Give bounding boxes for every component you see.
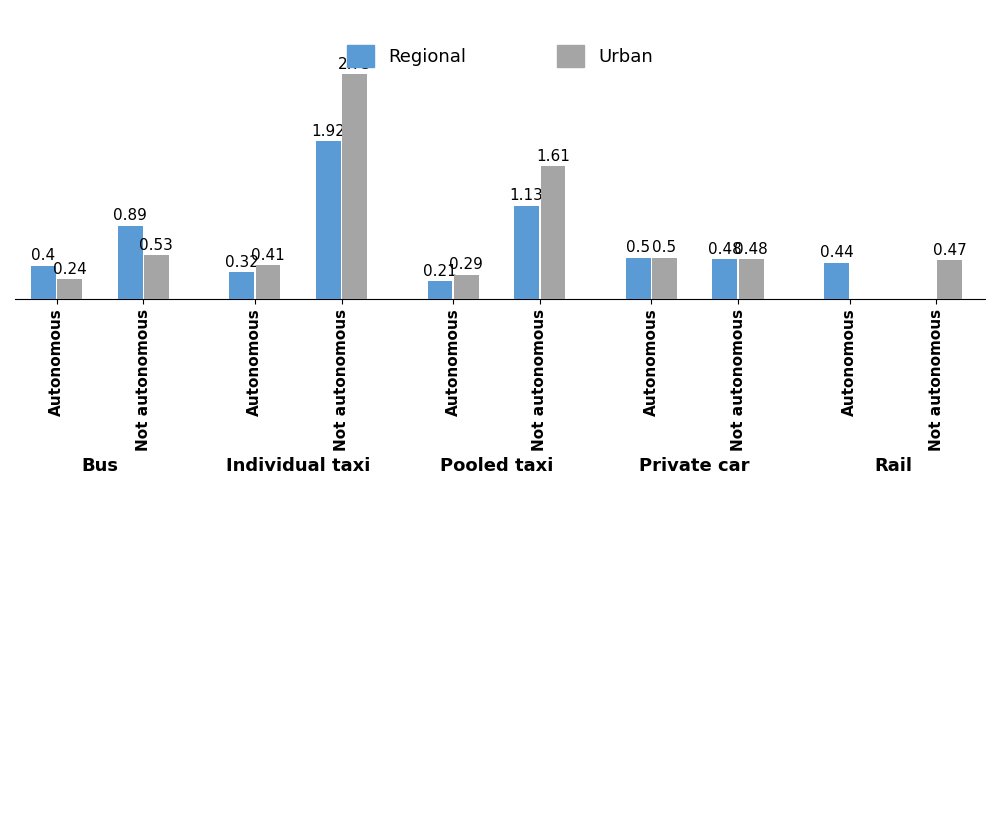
Bar [739, 260, 764, 299]
Text: Rail: Rail [874, 456, 912, 475]
Text: 1.92: 1.92 [311, 124, 345, 138]
Text: 0.44: 0.44 [820, 245, 853, 260]
Text: Bus: Bus [81, 456, 118, 475]
Text: 0.53: 0.53 [139, 238, 173, 253]
Text: 0.89: 0.89 [113, 208, 147, 223]
Legend: Regional, Urban: Regional, Urban [340, 38, 660, 74]
Text: 0.24: 0.24 [53, 261, 87, 277]
Text: 1.61: 1.61 [536, 149, 570, 164]
Text: 0.48: 0.48 [734, 241, 768, 257]
Bar [712, 260, 737, 299]
Text: Pooled taxi: Pooled taxi [440, 456, 553, 475]
Text: 0.47: 0.47 [933, 242, 966, 258]
Text: 1.13: 1.13 [510, 189, 544, 204]
Bar [118, 226, 143, 299]
Bar [229, 273, 254, 299]
Bar [454, 275, 479, 299]
Text: Individual taxi: Individual taxi [226, 456, 370, 475]
Bar [514, 206, 539, 299]
Bar [937, 260, 962, 299]
Text: 0.4: 0.4 [31, 248, 55, 264]
Bar [31, 266, 56, 299]
Text: 2.73: 2.73 [338, 57, 372, 72]
Text: 0.5: 0.5 [626, 241, 650, 255]
Bar [342, 74, 367, 299]
Text: 0.29: 0.29 [449, 257, 483, 273]
Text: 0.48: 0.48 [708, 241, 742, 257]
Bar [428, 282, 452, 299]
Bar [57, 279, 82, 299]
Bar [626, 258, 651, 299]
Bar [144, 255, 169, 299]
Bar [824, 263, 849, 299]
Text: 0.21: 0.21 [423, 264, 457, 279]
Text: 0.32: 0.32 [225, 255, 259, 270]
Bar [316, 141, 341, 299]
Bar [541, 166, 565, 299]
Text: 0.5: 0.5 [652, 241, 677, 255]
Text: Private car: Private car [639, 456, 750, 475]
Bar [256, 265, 280, 299]
Text: 0.41: 0.41 [251, 247, 285, 263]
Bar [652, 258, 677, 299]
